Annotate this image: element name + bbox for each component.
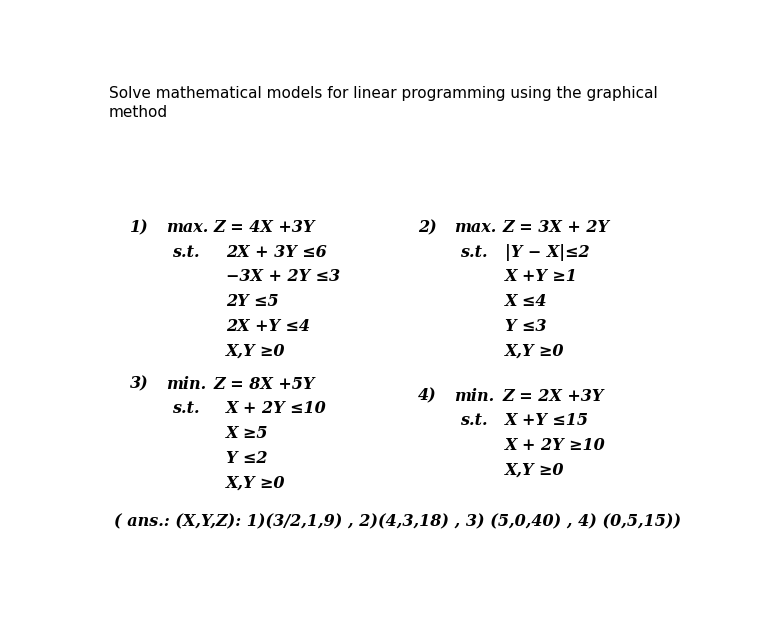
Text: −3X + 2Y ≤3: −3X + 2Y ≤3 (226, 268, 340, 285)
Text: Solve mathematical models for linear programming using the graphical: Solve mathematical models for linear pro… (109, 86, 658, 101)
Text: X + 2Y ≥10: X + 2Y ≥10 (505, 437, 606, 454)
Text: Z = 4X +3Y: Z = 4X +3Y (214, 219, 315, 236)
Text: max.: max. (454, 219, 497, 236)
Text: 2Y ≤5: 2Y ≤5 (226, 293, 279, 310)
Text: method: method (109, 105, 168, 120)
Text: X ≤4: X ≤4 (505, 293, 548, 310)
Text: 3): 3) (130, 376, 149, 393)
Text: |Y − X|≤2: |Y − X|≤2 (505, 244, 590, 260)
Text: min.: min. (454, 387, 494, 405)
Text: Y ≤3: Y ≤3 (505, 318, 547, 335)
Text: 2): 2) (418, 219, 437, 236)
Text: s.t.: s.t. (460, 244, 488, 260)
Text: Z = 3X + 2Y: Z = 3X + 2Y (502, 219, 609, 236)
Text: Z = 2X +3Y: Z = 2X +3Y (502, 387, 604, 405)
Text: X + 2Y ≤10: X + 2Y ≤10 (226, 400, 327, 418)
Text: X,Y ≥0: X,Y ≥0 (226, 474, 285, 492)
Text: 1): 1) (130, 219, 149, 236)
Text: ( ans.: (X,Y,Z): 1)(3/2,1,9) , 2)(4,3,18) , 3) (5,0,40) , 4) (0,5,15)): ( ans.: (X,Y,Z): 1)(3/2,1,9) , 2)(4,3,18… (114, 513, 680, 531)
Text: X,Y ≥0: X,Y ≥0 (226, 342, 285, 360)
Text: s.t.: s.t. (460, 412, 488, 429)
Text: min.: min. (166, 376, 206, 393)
Text: s.t.: s.t. (172, 244, 200, 260)
Text: Y ≤2: Y ≤2 (226, 450, 267, 467)
Text: 4): 4) (418, 387, 437, 405)
Text: 2X +Y ≤4: 2X +Y ≤4 (226, 318, 310, 335)
Text: Z = 8X +5Y: Z = 8X +5Y (214, 376, 315, 393)
Text: max.: max. (166, 219, 208, 236)
Text: X +Y ≤15: X +Y ≤15 (505, 412, 589, 429)
Text: X,Y ≥0: X,Y ≥0 (505, 342, 565, 360)
Text: X +Y ≥1: X +Y ≥1 (505, 268, 578, 285)
Text: s.t.: s.t. (172, 400, 200, 418)
Text: X ≥5: X ≥5 (226, 425, 268, 442)
Text: X,Y ≥0: X,Y ≥0 (505, 462, 565, 479)
Text: 2X + 3Y ≤6: 2X + 3Y ≤6 (226, 244, 327, 260)
